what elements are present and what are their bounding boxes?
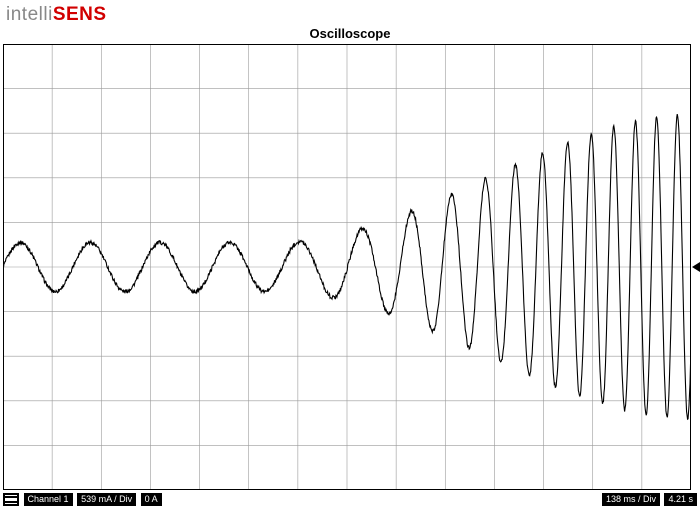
- oscilloscope-plot: [3, 44, 691, 490]
- page-title: Oscilloscope: [0, 26, 700, 41]
- status-left: Channel 1 539 mA / Div 0 A: [3, 493, 164, 506]
- channel-label: Channel 1: [24, 493, 73, 506]
- timebase-readout: 138 ms / Div: [602, 493, 660, 506]
- channel-color-swatch: [3, 493, 19, 506]
- timespan-readout: 4.21 s: [664, 493, 697, 506]
- status-bar: Channel 1 539 mA / Div 0 A 138 ms / Div …: [3, 493, 697, 506]
- vertical-scale-readout: 539 mA / Div: [77, 493, 136, 506]
- trigger-level-marker: [692, 262, 700, 272]
- status-right: 138 ms / Div 4.21 s: [602, 493, 697, 506]
- oscilloscope-window: intelliSENS Oscilloscope Channel 1 539 m…: [0, 0, 700, 509]
- brand-part1: intelli: [6, 4, 53, 25]
- brand-part2: SENS: [53, 4, 107, 25]
- offset-readout: 0 A: [141, 493, 162, 506]
- brand-logo: intelliSENS: [6, 4, 107, 26]
